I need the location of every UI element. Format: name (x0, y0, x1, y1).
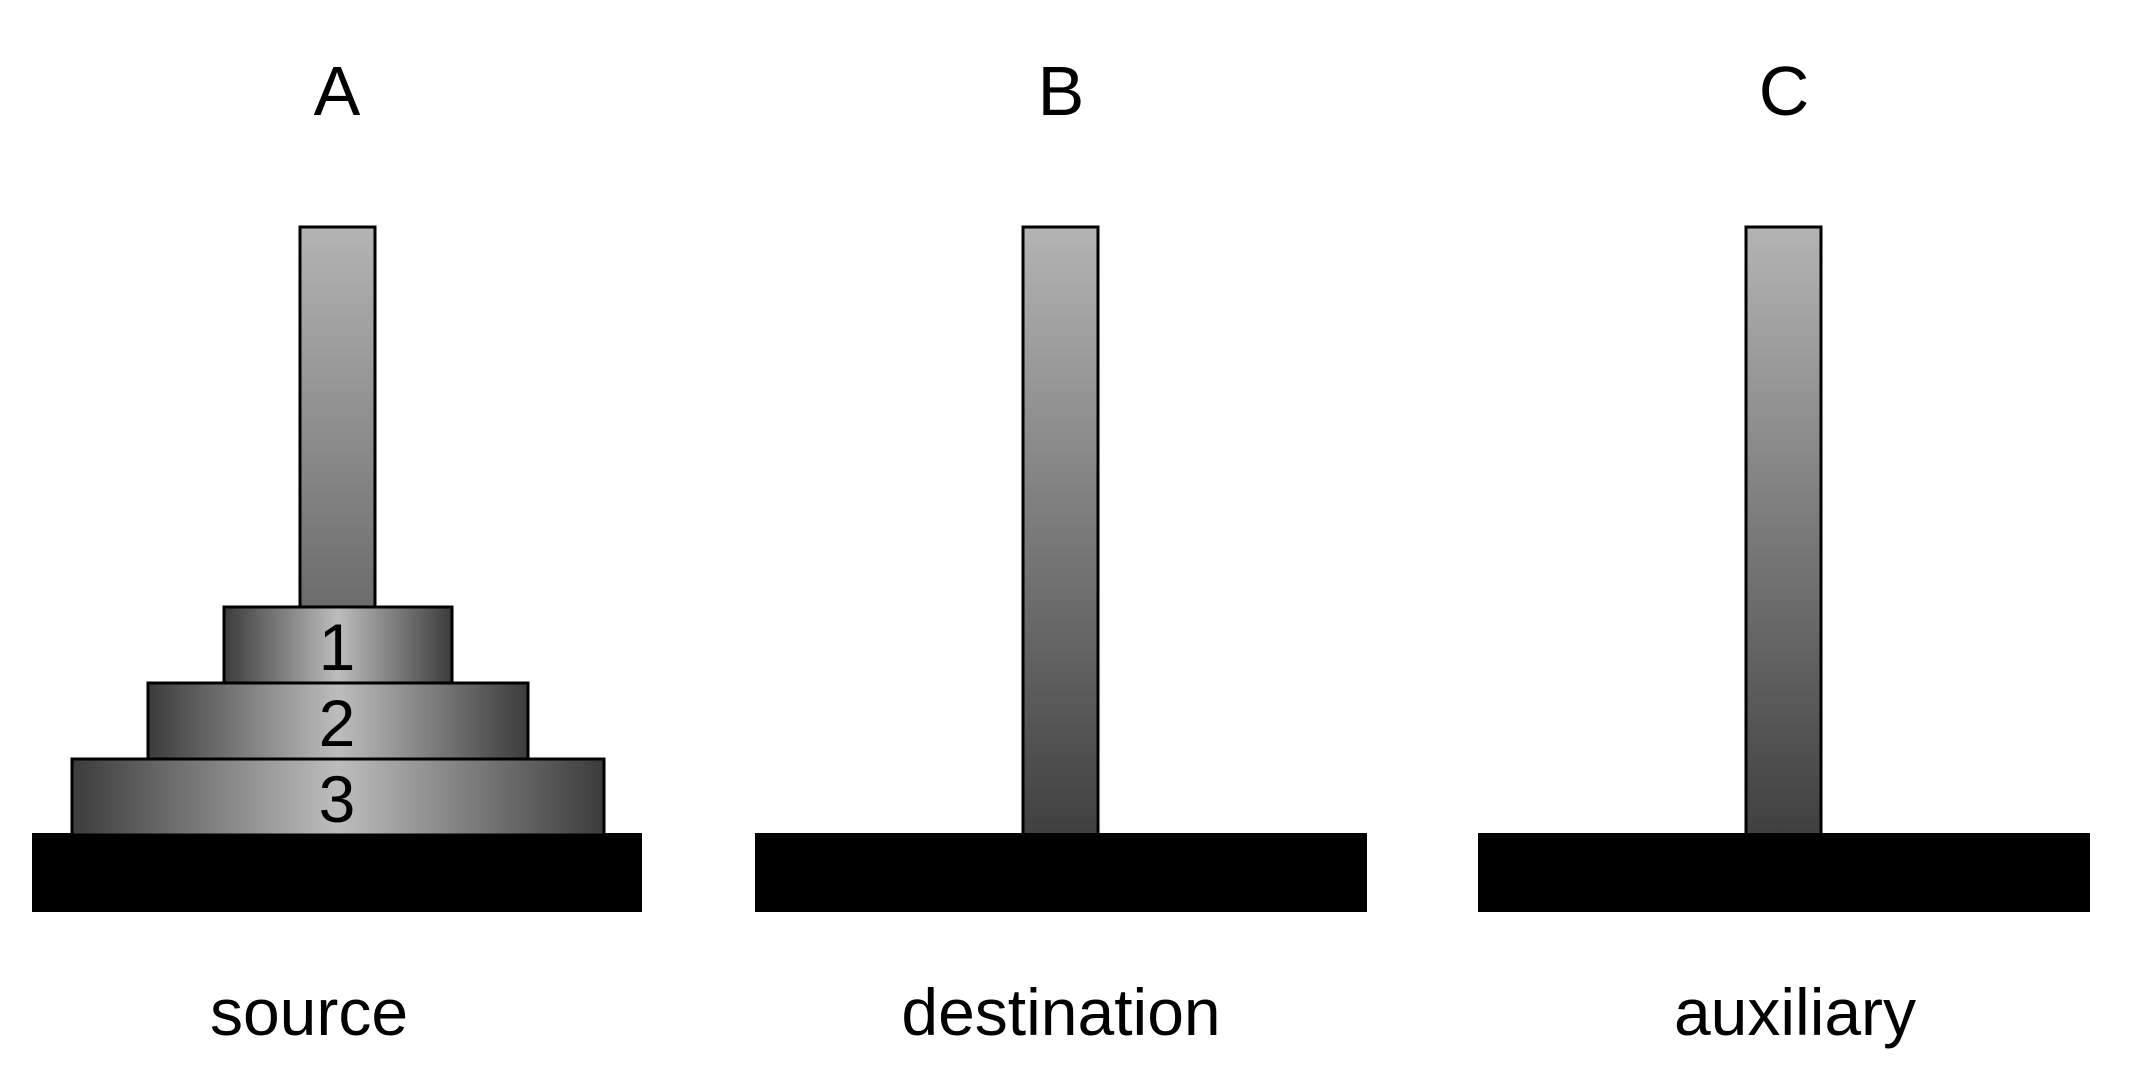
disk-1-body (222, 605, 454, 685)
peg-B-letter: B (1038, 52, 1085, 130)
disk-3: 3 (70, 757, 606, 837)
peg-C-base (1478, 833, 2090, 912)
peg-A: A source (32, 52, 642, 1049)
peg-B-role: destination (901, 975, 1220, 1049)
peg-C-rod (1744, 225, 1823, 837)
disk-3-body (70, 757, 606, 837)
disk-2-label: 2 (319, 686, 356, 760)
peg-A-role: source (210, 975, 408, 1049)
peg-A-letter: A (314, 52, 361, 130)
disk-1: 1 (222, 605, 454, 685)
peg-A-base (32, 833, 642, 912)
peg-B-base (755, 833, 1367, 912)
peg-C-letter: C (1759, 52, 1810, 130)
peg-B: B destination (755, 52, 1367, 1049)
peg-C: C auxiliary (1478, 52, 2090, 1049)
disk-2: 2 (146, 681, 530, 761)
disk-1-label: 1 (319, 610, 356, 684)
disk-3-label: 3 (319, 762, 356, 836)
peg-B-rod (1021, 225, 1100, 837)
peg-C-role: auxiliary (1674, 975, 1916, 1049)
